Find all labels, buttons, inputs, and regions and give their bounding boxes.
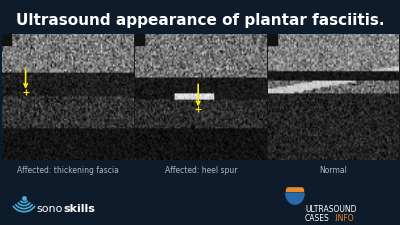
Text: sono: sono (37, 204, 63, 214)
Text: Ultrasound appearance of plantar fasciitis.: Ultrasound appearance of plantar fasciit… (16, 13, 384, 27)
Bar (2, 34, 11, 45)
Bar (135, 34, 144, 45)
Polygon shape (284, 176, 306, 186)
Text: .INFO: .INFO (334, 214, 354, 223)
Polygon shape (286, 186, 304, 191)
Text: CASES: CASES (305, 214, 330, 223)
Bar (268, 34, 277, 45)
Text: ULTRASOUND: ULTRASOUND (305, 205, 356, 214)
Text: skills: skills (63, 204, 95, 214)
Polygon shape (286, 193, 304, 204)
Text: Normal: Normal (319, 166, 347, 175)
Text: Affected: heel spur: Affected: heel spur (164, 166, 237, 175)
Text: Affected: thickening fascia: Affected: thickening fascia (17, 166, 118, 175)
